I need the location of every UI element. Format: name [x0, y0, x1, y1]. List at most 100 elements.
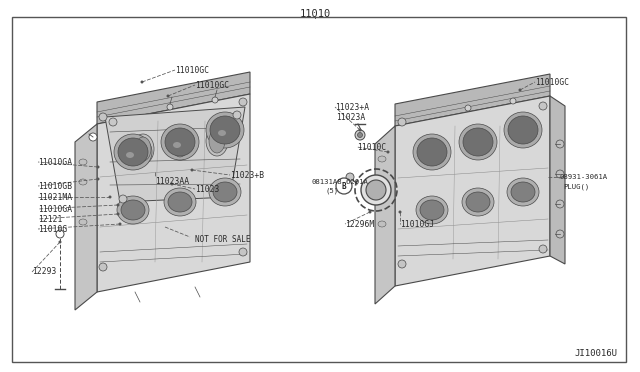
Ellipse shape	[165, 128, 195, 156]
Polygon shape	[97, 94, 250, 292]
Circle shape	[97, 166, 99, 169]
Circle shape	[56, 230, 64, 238]
Circle shape	[556, 170, 564, 178]
Ellipse shape	[117, 196, 149, 224]
Ellipse shape	[209, 129, 225, 153]
Text: (5): (5)	[326, 188, 339, 194]
Circle shape	[346, 173, 354, 181]
Ellipse shape	[420, 200, 444, 220]
Ellipse shape	[206, 112, 244, 148]
Circle shape	[167, 104, 173, 110]
Circle shape	[99, 263, 107, 271]
Text: 11010GA: 11010GA	[38, 205, 72, 214]
Circle shape	[387, 151, 390, 154]
Circle shape	[89, 133, 97, 141]
Circle shape	[99, 113, 107, 121]
Circle shape	[118, 222, 122, 225]
Circle shape	[355, 130, 365, 140]
Text: 11010GJ: 11010GJ	[400, 219, 434, 228]
Circle shape	[166, 94, 170, 97]
Polygon shape	[395, 96, 550, 286]
Text: 11010GC: 11010GC	[195, 80, 229, 90]
Ellipse shape	[417, 138, 447, 166]
Circle shape	[233, 111, 241, 119]
Ellipse shape	[463, 128, 493, 156]
Text: 12296M: 12296M	[345, 219, 374, 228]
Ellipse shape	[118, 138, 148, 166]
Text: 11010GC: 11010GC	[535, 77, 569, 87]
Ellipse shape	[173, 142, 181, 148]
Text: 11023+A: 11023+A	[335, 103, 369, 112]
Ellipse shape	[114, 134, 152, 170]
Ellipse shape	[213, 182, 237, 202]
Circle shape	[539, 245, 547, 253]
Polygon shape	[375, 126, 395, 304]
Polygon shape	[550, 96, 565, 264]
Ellipse shape	[218, 130, 226, 136]
Text: 11010GB: 11010GB	[38, 182, 72, 190]
Ellipse shape	[504, 112, 542, 148]
Circle shape	[518, 89, 522, 92]
Ellipse shape	[172, 133, 188, 157]
Circle shape	[556, 230, 564, 238]
Circle shape	[399, 211, 401, 214]
Text: 11010GC: 11010GC	[175, 65, 209, 74]
Ellipse shape	[209, 178, 241, 206]
Ellipse shape	[79, 159, 87, 165]
Circle shape	[170, 183, 173, 186]
Ellipse shape	[168, 192, 192, 212]
Circle shape	[141, 80, 143, 83]
Ellipse shape	[416, 196, 448, 224]
Text: 12293: 12293	[32, 267, 56, 276]
Text: 11023AA: 11023AA	[155, 177, 189, 186]
Circle shape	[97, 177, 99, 180]
Circle shape	[369, 211, 371, 214]
Ellipse shape	[511, 182, 535, 202]
Ellipse shape	[462, 188, 494, 216]
Ellipse shape	[466, 192, 490, 212]
Circle shape	[239, 248, 247, 256]
Ellipse shape	[79, 219, 87, 225]
Ellipse shape	[508, 116, 538, 144]
Circle shape	[119, 195, 127, 203]
Text: 11010: 11010	[300, 9, 331, 19]
Circle shape	[398, 118, 406, 126]
Ellipse shape	[79, 179, 87, 185]
Ellipse shape	[361, 175, 391, 205]
Text: 11023: 11023	[195, 185, 220, 193]
Ellipse shape	[161, 124, 199, 160]
Ellipse shape	[378, 181, 386, 187]
Circle shape	[58, 241, 61, 244]
Circle shape	[398, 260, 406, 268]
Text: B: B	[342, 182, 346, 190]
Text: NOT FOR SALE: NOT FOR SALE	[195, 234, 250, 244]
Ellipse shape	[210, 116, 240, 144]
Circle shape	[116, 212, 120, 215]
Circle shape	[109, 118, 117, 126]
Polygon shape	[97, 72, 250, 124]
Ellipse shape	[164, 188, 196, 216]
Text: 08131A8-6201A: 08131A8-6201A	[312, 179, 369, 185]
Circle shape	[358, 128, 362, 131]
Polygon shape	[75, 124, 97, 310]
Ellipse shape	[169, 130, 191, 160]
Text: 11023+B: 11023+B	[230, 170, 264, 180]
Circle shape	[212, 97, 218, 103]
Circle shape	[510, 98, 516, 104]
Text: 11010GA: 11010GA	[38, 157, 72, 167]
Ellipse shape	[121, 200, 145, 220]
Text: 08931-3061A: 08931-3061A	[560, 174, 608, 180]
Circle shape	[336, 178, 352, 194]
Circle shape	[556, 200, 564, 208]
Circle shape	[191, 169, 193, 171]
Polygon shape	[105, 107, 245, 202]
Circle shape	[116, 203, 120, 206]
Ellipse shape	[126, 152, 134, 158]
Text: 11021MA: 11021MA	[38, 192, 72, 202]
Text: 12121: 12121	[38, 215, 62, 224]
Text: PLUG(): PLUG()	[563, 184, 589, 190]
Ellipse shape	[366, 180, 386, 200]
Ellipse shape	[378, 156, 386, 162]
Circle shape	[239, 98, 247, 106]
Text: JI10016U: JI10016U	[574, 349, 617, 358]
